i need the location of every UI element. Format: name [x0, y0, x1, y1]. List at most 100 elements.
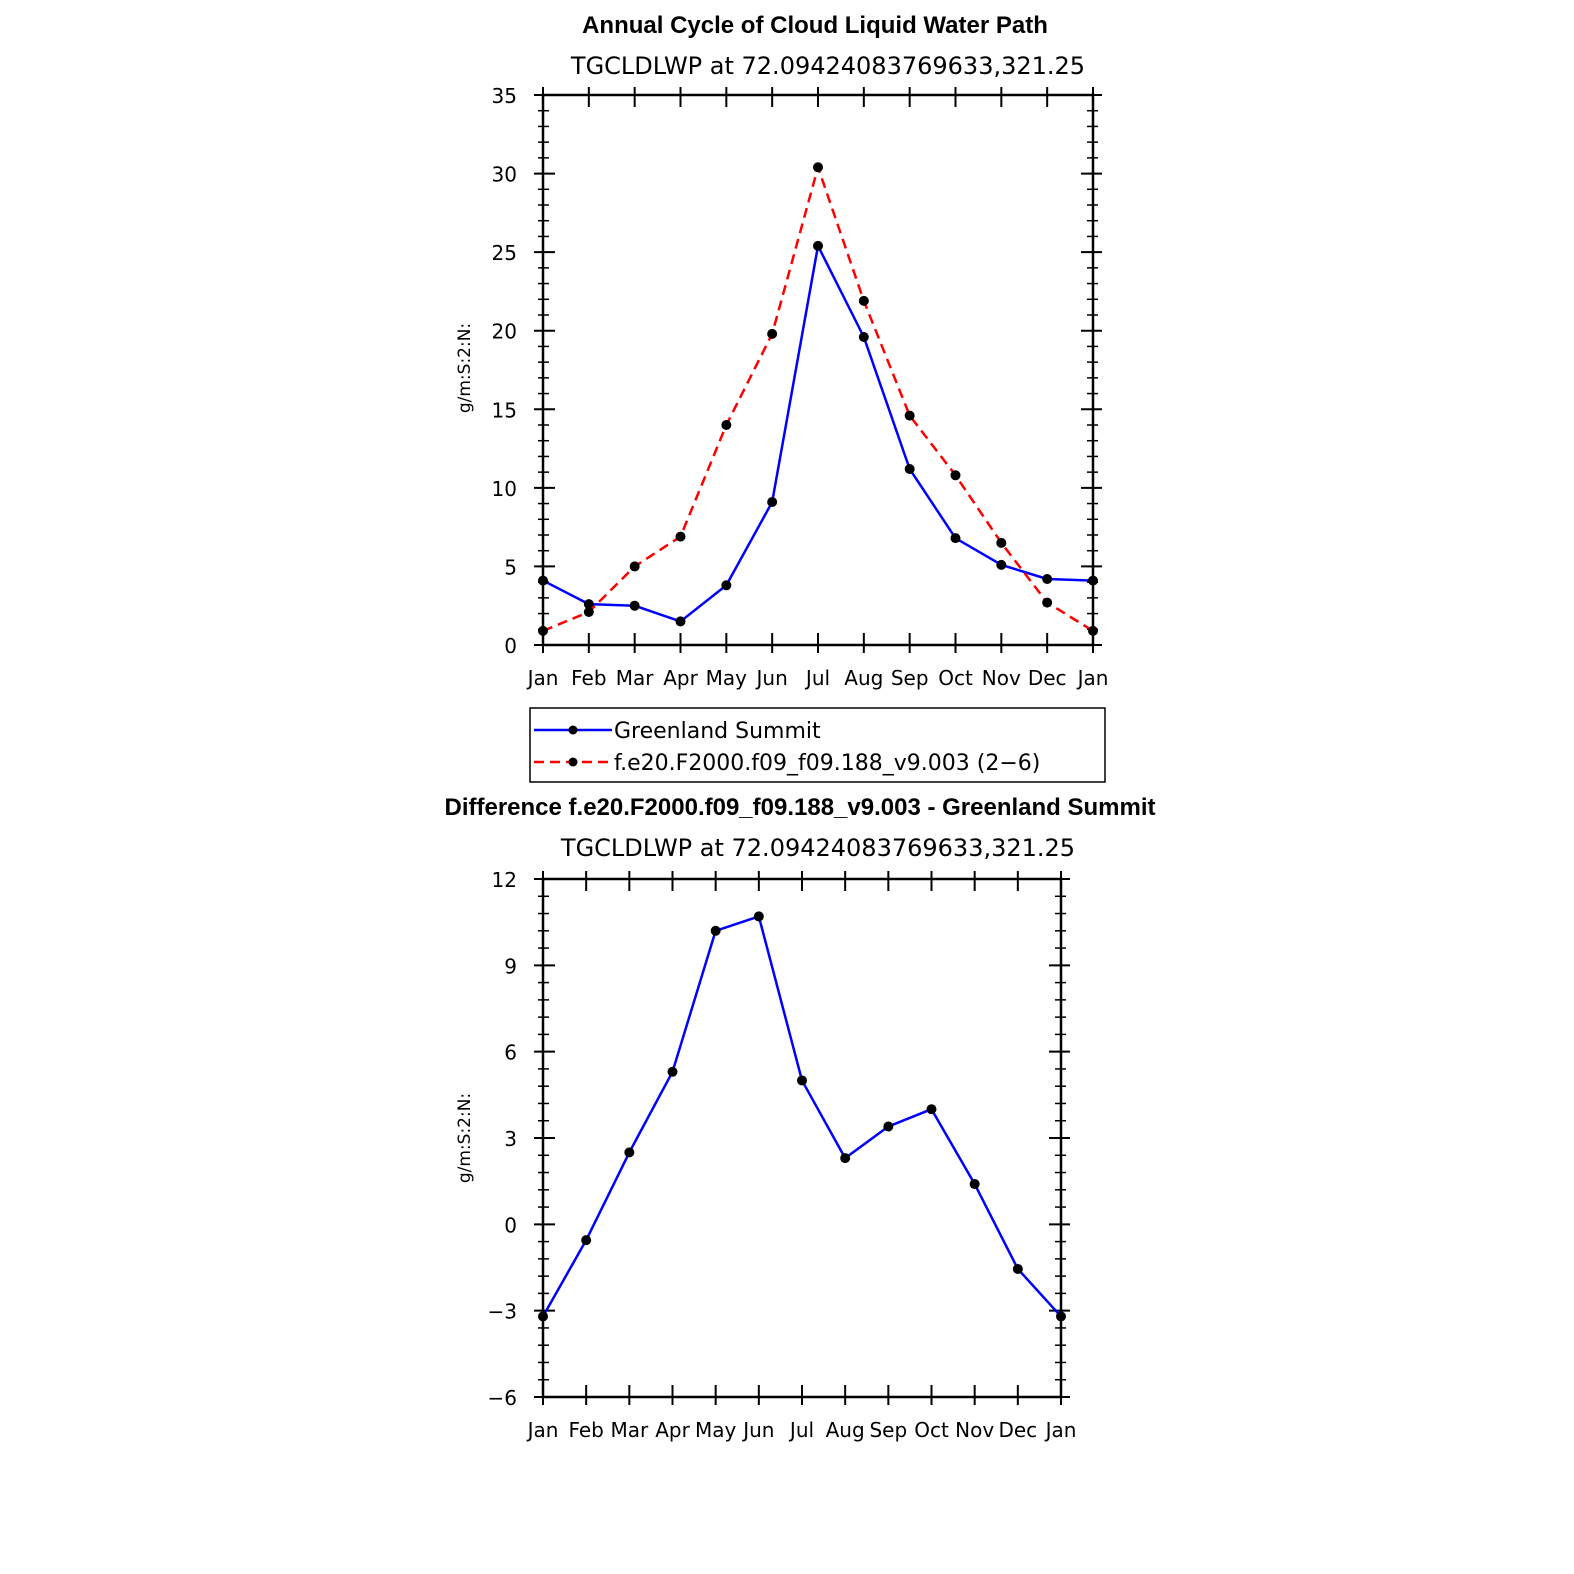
data-point-series-0 [1056, 1311, 1066, 1322]
x-tick-label: Sep [891, 666, 929, 690]
data-point-series-0 [767, 497, 778, 507]
data-point-series-0 [858, 332, 869, 342]
plot-frame [541, 93, 1095, 647]
chart1-title: Annual Cycle of Cloud Liquid Water Path [582, 12, 1048, 39]
x-tick-label: Jan [526, 1418, 559, 1442]
data-point-series-0 [710, 925, 721, 936]
x-tick-label: Jan [1044, 1418, 1077, 1442]
data-point-series-1 [1042, 597, 1053, 608]
legend-label-model: f.e20.F2000.f09_f09.188_v9.003 (2−6) [614, 751, 1040, 776]
x-tick-label: Jan [526, 666, 559, 690]
data-point-series-0 [675, 616, 686, 627]
y-tick-label: −6 [488, 1386, 517, 1410]
legend-frame [529, 707, 1106, 783]
data-point-series-0 [581, 1235, 592, 1246]
x-tick-label: Dec [1028, 666, 1067, 690]
series-line-0 [541, 915, 1062, 1318]
data-point-series-0 [583, 599, 594, 610]
plot-frame [541, 877, 1063, 1399]
y-tick-label: 0 [504, 634, 517, 658]
x-tick-label: Mar [610, 1418, 649, 1442]
chart1-y-axis-label: g/m:S:2:N: [455, 323, 475, 413]
y-tick-label: 10 [492, 477, 517, 501]
legend-marker-model [568, 757, 578, 767]
y-tick-label: 15 [492, 398, 517, 422]
data-point-series-1 [629, 561, 640, 572]
data-point-series-0 [840, 1153, 851, 1164]
data-point-series-1 [675, 531, 686, 542]
data-point-series-0 [538, 1311, 548, 1322]
data-point-series-1 [858, 295, 869, 306]
chart1-legend: Greenland Summit f.e20.F2000.f09_f09.188… [529, 707, 1106, 783]
y-tick-label: 30 [492, 163, 517, 187]
x-tick-label: Feb [571, 666, 606, 690]
y-tick-label: 5 [504, 555, 517, 579]
data-point-series-1 [904, 410, 915, 421]
data-point-series-0 [1012, 1263, 1023, 1274]
x-tick-label: Aug [826, 1418, 865, 1442]
data-point-series-0 [624, 1147, 635, 1158]
x-tick-label: Jan [1076, 666, 1109, 690]
data-point-series-0 [721, 580, 732, 591]
x-tick-label: Jun [741, 1418, 774, 1442]
chart2-plot: Jan Feb Mar Apr May Jun Jul Aug Sep Oct Nov Dec Jan−… [488, 868, 1077, 1442]
x-tick-label: May [706, 666, 748, 690]
y-tick-label: 3 [504, 1127, 517, 1151]
x-tick-label: Sep [869, 1418, 907, 1442]
data-point-series-1 [996, 537, 1007, 548]
data-point-series-0 [904, 464, 915, 474]
chart2-title: Difference f.e20.F2000.f09_f09.188_v9.00… [444, 794, 1155, 821]
y-tick-label: 25 [492, 241, 517, 265]
x-tick-label: Apr [655, 1418, 690, 1442]
data-point-series-0 [1088, 575, 1098, 586]
x-tick-label: May [695, 1418, 737, 1442]
x-tick-label: Feb [568, 1418, 603, 1442]
y-tick-label: 20 [492, 320, 517, 344]
data-point-series-0 [969, 1179, 980, 1190]
y-tick-label: 35 [492, 84, 517, 108]
x-tick-label: Nov [955, 1418, 994, 1442]
data-point-series-0 [538, 575, 548, 586]
x-tick-label: Apr [663, 666, 698, 690]
chart1-plot: Jan Feb Mar Apr May Jun Jul Aug Sep Oct Nov Dec Jan 0… [492, 84, 1109, 690]
y-tick-label: 6 [504, 1041, 517, 1065]
data-point-series-1 [950, 470, 961, 481]
y-tick-label: 12 [492, 868, 517, 892]
x-tick-label: Aug [844, 666, 883, 690]
data-point-series-1 [583, 607, 594, 617]
series-line-1 [542, 166, 1094, 633]
data-point-series-1 [538, 625, 548, 636]
data-point-series-0 [950, 533, 961, 544]
data-point-series-0 [996, 559, 1007, 570]
x-tick-label: Oct [914, 1418, 949, 1442]
x-tick-label: Dec [998, 1418, 1037, 1442]
data-point-series-0 [926, 1104, 937, 1115]
data-point-series-0 [1042, 574, 1053, 584]
x-tick-label: Oct [938, 666, 973, 690]
data-point-series-0 [629, 600, 640, 611]
x-tick-label: Jul [788, 1418, 814, 1442]
data-point-series-0 [753, 911, 764, 922]
x-tick-label: Jun [755, 666, 788, 690]
x-tick-label: Mar [616, 666, 655, 690]
data-point-series-0 [797, 1075, 807, 1086]
data-point-series-1 [767, 328, 778, 339]
data-point-series-0 [667, 1066, 678, 1077]
y-tick-label: −3 [488, 1300, 517, 1324]
data-point-series-1 [1088, 625, 1098, 636]
legend-marker-greenland-summit [568, 725, 578, 735]
chart2-subtitle: TGCLDLWP at 72.09424083769633,321.25 [560, 834, 1075, 862]
data-point-series-1 [813, 162, 823, 173]
legend-label-greenland-summit: Greenland Summit [614, 719, 821, 744]
series-line-0 [542, 244, 1094, 623]
x-tick-label: Jul [804, 666, 830, 690]
data-point-series-0 [883, 1121, 894, 1132]
y-tick-label: 9 [504, 954, 517, 978]
chart1-subtitle: TGCLDLWP at 72.09424083769633,321.25 [570, 52, 1085, 80]
chart2-y-axis-label: g/m:S:2:N: [455, 1093, 475, 1183]
y-tick-label: 0 [504, 1213, 517, 1237]
data-point-series-0 [813, 240, 823, 251]
data-point-series-1 [721, 420, 732, 430]
x-tick-label: Nov [982, 666, 1021, 690]
